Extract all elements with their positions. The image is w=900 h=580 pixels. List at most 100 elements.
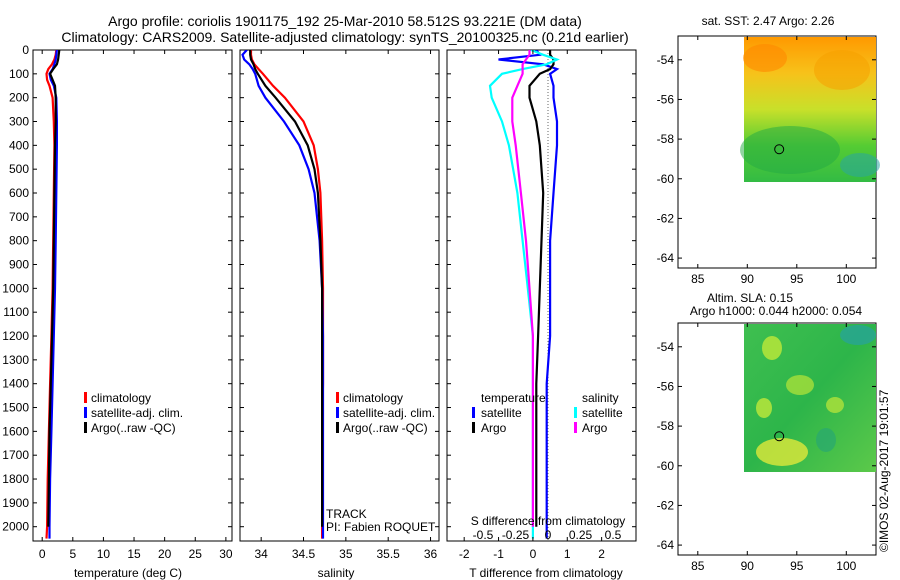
salinity-tick-labels: 34 34.5 35 35.5 36	[254, 50, 438, 561]
header-line2: Climatology: CARS2009. Satellite-adjuste…	[61, 29, 628, 45]
sla-high-patch	[826, 397, 844, 413]
y-tick-label: -60	[657, 459, 675, 473]
legend-swatch-climatology	[84, 392, 87, 403]
legend-swatch-t-satellite	[472, 407, 475, 418]
series-line-black	[528, 50, 555, 527]
y-tick-label: 1800	[2, 472, 29, 486]
y-tick-label: 1300	[2, 353, 29, 367]
sst-warm-patch	[814, 50, 870, 90]
y-tick-label: -58	[657, 419, 675, 433]
y-tick-label: -60	[657, 172, 675, 186]
difference-series	[488, 50, 560, 539]
argo-location-marker	[774, 144, 785, 155]
s-tick-label: 0	[545, 528, 552, 542]
s-tick-label: -0.25	[502, 528, 530, 542]
x-tick-label: -1	[493, 547, 504, 561]
x-tick-label: 90	[741, 559, 755, 573]
s-tick-label: 0.5	[605, 528, 622, 542]
salinity-axes	[239, 49, 440, 542]
x-tick-label: 15	[127, 547, 141, 561]
track-annotation: TRACK	[326, 507, 367, 521]
difference-panel: -2 -1 0 1 2 -0.5 -0.25 0 0.25 0.5 S difference f…	[446, 49, 637, 580]
series-line-red	[249, 50, 325, 539]
y-tick-label: -54	[657, 53, 675, 67]
sla-high-patch	[786, 375, 814, 395]
sst-heatmap	[740, 37, 880, 182]
x-tick-label: 5	[69, 547, 76, 561]
sla-map-title: Altim. SLA: 0.15	[707, 291, 793, 305]
x-tick-label: 85	[691, 559, 705, 573]
legend-swatch-satellite-adj	[84, 407, 87, 418]
temperature-legend: climatology satellite-adj. clim. Argo(..…	[84, 391, 183, 435]
x-tick-label: 100	[836, 559, 856, 573]
sst-warm-patch	[743, 44, 787, 72]
sla-map-subtitle: Argo h1000: 0.044 h2000: 0.054	[690, 304, 862, 318]
y-tick-label: 500	[9, 162, 29, 176]
legend-label-s-satellite: satellite	[582, 406, 623, 420]
legend-label-satellite-adj: satellite-adj. clim.	[343, 406, 435, 420]
sla-heatmap	[744, 324, 876, 472]
x-tick-label: 10	[97, 547, 111, 561]
y-tick-label: -62	[657, 211, 675, 225]
y-tick-label: 1500	[2, 401, 29, 415]
legend-swatch-climatology	[336, 392, 339, 403]
y-tick-label: 1100	[3, 305, 29, 319]
x-tick-label: 30	[219, 547, 233, 561]
y-tick-label: 1400	[2, 377, 29, 391]
sst-map-title: sat. SST: 2.47 Argo: 2.26	[702, 14, 835, 28]
legend-label-climatology: climatology	[343, 391, 403, 405]
sst-cool-patch	[740, 126, 840, 174]
y-tick-label: 100	[9, 67, 29, 81]
argo-location-marker	[774, 431, 785, 442]
legend-label-satellite-adj: satellite-adj. clim.	[91, 406, 183, 420]
legend-label-argo: Argo(..raw -QC)	[343, 421, 428, 435]
y-tick-label: -56	[657, 92, 675, 106]
y-tick-label: 600	[9, 186, 29, 200]
temperature-xlabel: temperature (deg C)	[74, 566, 182, 580]
s-difference-tick-labels: -0.5 -0.25 0 0.25 0.5	[473, 528, 622, 542]
x-tick-label: 25	[189, 547, 203, 561]
x-tick-label: 34.5	[292, 547, 316, 561]
s-difference-label: S difference from climatology	[471, 514, 626, 528]
x-tick-label: 100	[836, 272, 856, 286]
x-tick-label: 2	[598, 547, 605, 561]
salinity-depth-ticks	[240, 49, 439, 528]
imos-credit: ©IMOS 02-Aug-2017 19:01:57	[877, 389, 891, 552]
x-tick-label: 0	[530, 547, 537, 561]
x-tick-label: 34	[254, 547, 268, 561]
y-tick-label: 900	[9, 258, 29, 272]
legend-swatch-argo	[84, 422, 87, 433]
sla-map-panel: Altim. SLA: 0.15 Argo h1000: 0.044 h2000…	[657, 291, 877, 573]
y-tick-label: 200	[9, 91, 29, 105]
sst-map-panel: sat. SST: 2.47 Argo: 2.26 85 90 95 100 -54 -5…	[657, 14, 880, 286]
x-tick-label: 95	[790, 559, 804, 573]
pi-annotation: PI: Fabien ROQUET	[326, 520, 436, 534]
series-line-black	[249, 50, 324, 527]
legend-label-climatology: climatology	[91, 391, 151, 405]
y-tick-label: 400	[9, 138, 29, 152]
y-tick-label: 700	[9, 210, 29, 224]
legend-label-t-satellite: satellite	[481, 406, 522, 420]
salinity-panel: 34 34.5 35 35.5 36 salinity climatology sate…	[239, 49, 440, 580]
sla-map-tick-labels: 85 90 95 100 -54 -56 -58 -60 -62 -64	[657, 323, 876, 573]
legend-label-s-argo: Argo	[582, 421, 608, 435]
x-tick-label: 36	[424, 547, 438, 561]
series-line-black	[47, 50, 61, 527]
series-line-magenta	[511, 50, 535, 527]
temperature-tick-labels: 0 5 10 15 20 25 30	[39, 50, 233, 561]
difference-legend: temperature salinity satellite Argo sate…	[472, 391, 623, 435]
legend-swatch-t-argo	[472, 422, 475, 433]
y-tick-label: 300	[9, 115, 29, 129]
y-tick-label: 1900	[2, 496, 29, 510]
x-tick-label: 90	[741, 272, 755, 286]
legend-swatch-argo	[336, 422, 339, 433]
sst-cool-patch	[840, 153, 880, 177]
legend-swatch-s-argo	[574, 422, 577, 433]
t-difference-xlabel: T difference from climatology	[469, 566, 623, 580]
y-tick-label: 2000	[2, 520, 29, 534]
temperature-axes	[32, 49, 233, 542]
y-tick-label: 800	[9, 234, 29, 248]
temperature-panel: 0100200300400500600700800900100011001200…	[2, 43, 233, 580]
sla-low-patch	[816, 428, 836, 452]
